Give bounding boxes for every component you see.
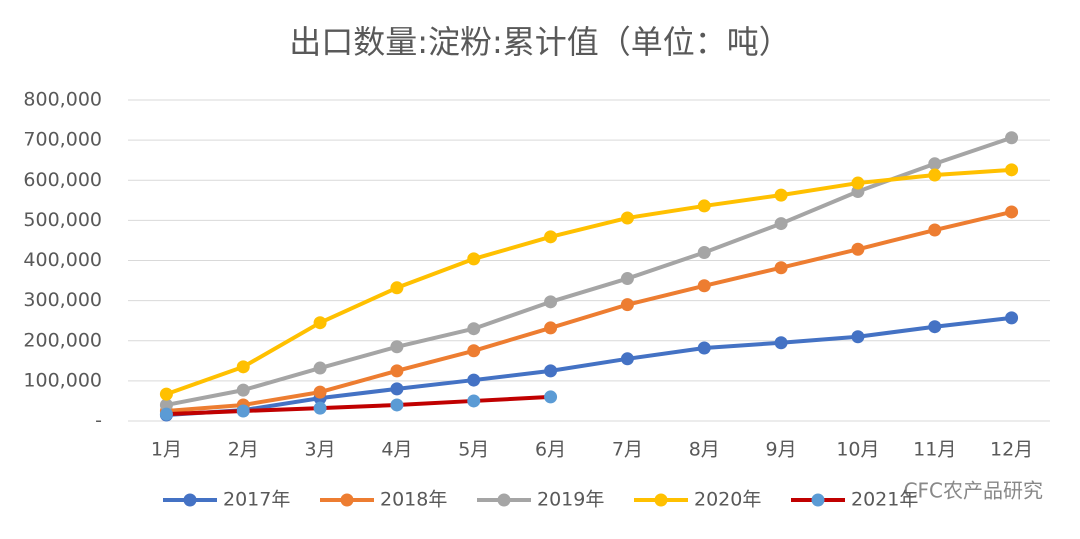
point bbox=[467, 394, 481, 408]
y-tick-label: 500,000 bbox=[23, 209, 102, 231]
point bbox=[928, 223, 942, 237]
point bbox=[236, 404, 250, 418]
point bbox=[390, 364, 404, 378]
point bbox=[390, 398, 404, 412]
legend-label: 2017年 bbox=[223, 489, 290, 511]
legend-marker bbox=[811, 493, 825, 507]
series-line bbox=[166, 315, 1012, 417]
x-tick-label: 5月 bbox=[458, 439, 489, 461]
x-tick-label: 11月 bbox=[913, 439, 956, 461]
point bbox=[928, 320, 942, 334]
series-line bbox=[166, 210, 1013, 413]
y-tick-label: - bbox=[95, 410, 102, 432]
point bbox=[774, 217, 788, 231]
point bbox=[236, 383, 250, 397]
chart-title: 出口数量:淀粉:累计值（单位：吨） bbox=[289, 23, 791, 61]
point bbox=[467, 344, 481, 358]
point bbox=[544, 364, 558, 378]
point bbox=[390, 281, 404, 295]
point bbox=[697, 199, 711, 213]
series-line bbox=[166, 394, 551, 417]
y-tick-label: 200,000 bbox=[23, 329, 102, 351]
x-tick-label: 2月 bbox=[228, 439, 259, 461]
point bbox=[467, 373, 481, 387]
point bbox=[313, 401, 327, 415]
point bbox=[313, 316, 327, 330]
point bbox=[620, 352, 634, 366]
y-tick-label: 800,000 bbox=[23, 89, 102, 111]
point bbox=[544, 230, 558, 244]
y-tick-label: 700,000 bbox=[23, 129, 102, 151]
x-tick-label: 7月 bbox=[612, 439, 643, 461]
point bbox=[313, 361, 327, 375]
point bbox=[544, 390, 558, 404]
watermark: CFC农产品研究 bbox=[904, 479, 1043, 503]
point bbox=[697, 245, 711, 259]
point bbox=[390, 340, 404, 354]
x-tick-label: 6月 bbox=[535, 439, 566, 461]
point bbox=[851, 176, 865, 190]
series-line bbox=[165, 167, 1012, 397]
point bbox=[620, 272, 634, 286]
x-tick-label: 3月 bbox=[305, 439, 336, 461]
point bbox=[928, 168, 942, 182]
x-tick-label: 10月 bbox=[836, 439, 879, 461]
point bbox=[851, 242, 865, 256]
legend-label: 2020年 bbox=[694, 489, 761, 511]
y-tick-label: 600,000 bbox=[23, 169, 102, 191]
legend-marker bbox=[183, 493, 197, 507]
y-tick-label: 400,000 bbox=[23, 249, 102, 271]
point bbox=[774, 261, 788, 275]
point bbox=[774, 336, 788, 350]
x-tick-label: 8月 bbox=[689, 439, 720, 461]
point bbox=[1005, 311, 1019, 325]
point bbox=[1005, 163, 1019, 177]
point bbox=[928, 157, 942, 171]
point bbox=[467, 252, 481, 266]
point bbox=[544, 295, 558, 309]
point bbox=[313, 385, 327, 399]
y-tick-label: 100,000 bbox=[23, 369, 102, 391]
point bbox=[620, 211, 634, 225]
point bbox=[697, 279, 711, 293]
point bbox=[544, 321, 558, 335]
legend-marker bbox=[654, 493, 668, 507]
point bbox=[851, 330, 865, 344]
point bbox=[1005, 131, 1019, 145]
x-tick-label: 9月 bbox=[766, 439, 797, 461]
point bbox=[620, 298, 634, 312]
point bbox=[774, 188, 788, 202]
point bbox=[159, 407, 173, 421]
y-tick-label: 300,000 bbox=[23, 289, 102, 311]
legend-label: 2019年 bbox=[537, 489, 604, 511]
legend-label: 2021年 bbox=[851, 489, 918, 511]
point bbox=[1005, 205, 1019, 219]
series-line bbox=[166, 135, 1013, 407]
legend-marker bbox=[340, 493, 354, 507]
legend-marker bbox=[497, 493, 511, 507]
x-tick-label: 1月 bbox=[151, 439, 182, 461]
x-tick-label: 4月 bbox=[381, 439, 412, 461]
point bbox=[236, 360, 250, 374]
point bbox=[697, 341, 711, 355]
legend-label: 2018年 bbox=[380, 489, 447, 511]
point bbox=[159, 387, 173, 401]
point bbox=[467, 322, 481, 336]
point bbox=[390, 382, 404, 396]
point bbox=[159, 398, 173, 412]
x-tick-label: 12月 bbox=[990, 439, 1033, 461]
